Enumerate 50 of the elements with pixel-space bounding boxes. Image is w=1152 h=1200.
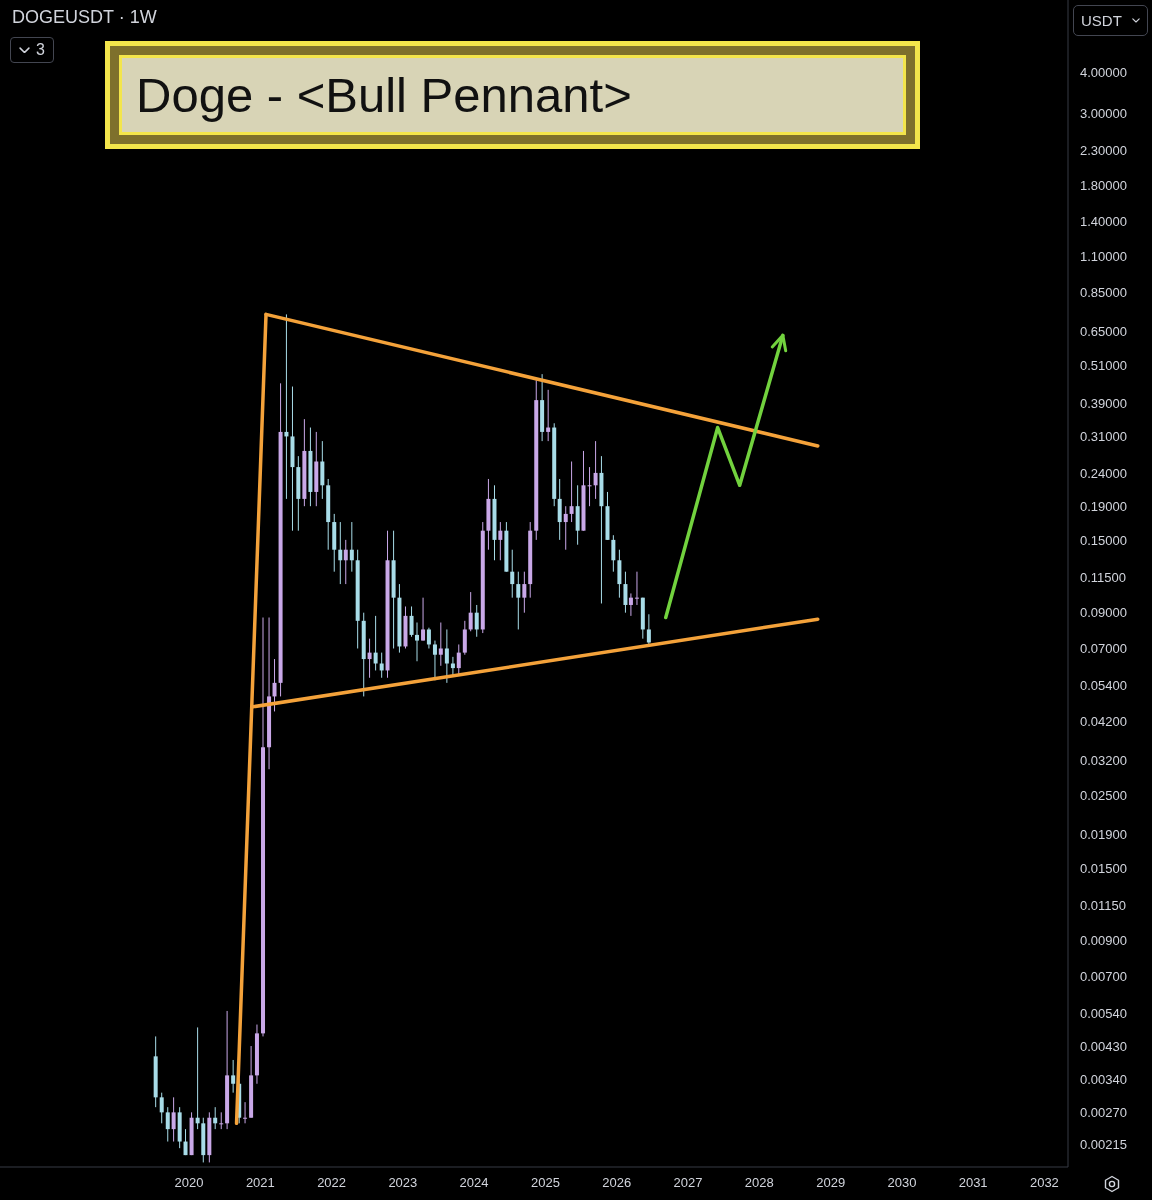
y-tick-label: 0.00430 [1080,1038,1127,1054]
y-tick-label: 1.40000 [1080,214,1127,230]
x-tick-label: 2026 [602,1175,632,1191]
title-frame: Doge - <Bull Pennant> [105,41,920,149]
x-tick-label: 2029 [816,1175,846,1191]
y-tick-label: 0.11500 [1080,570,1127,586]
y-tick-label: 0.04200 [1080,713,1127,729]
y-tick-label: 1.80000 [1080,178,1127,194]
y-tick-label: 0.65000 [1080,323,1127,339]
x-tick-label: 2030 [887,1175,917,1191]
y-tick-label: 0.00700 [1080,969,1127,985]
x-tick-label: 2032 [1029,1175,1059,1191]
y-tick-label: 0.31000 [1080,429,1127,445]
y-tick-label: 0.19000 [1080,498,1127,514]
currency-dropdown: USDT [1073,5,1148,36]
x-tick-label: 2023 [388,1175,418,1191]
y-tick-label: 0.00540 [1080,1006,1127,1022]
x-tick-label: 2031 [958,1175,988,1191]
y-tick-label: 0.15000 [1080,532,1127,548]
x-tick-label: 2028 [744,1175,774,1191]
y-tick-label: 0.01500 [1080,860,1127,876]
y-tick-label: 0.01150 [1080,898,1127,914]
y-tick-label: 0.39000 [1080,396,1127,412]
x-tick-label: 2020 [174,1175,204,1191]
toggle-button: 3 [10,37,54,63]
y-tick-label: 0.01900 [1080,826,1127,842]
chart-subtitle: DOGEUSDT · 1W [12,7,157,28]
y-tick-label: 0.07000 [1080,641,1127,657]
y-tick-label: 0.02500 [1080,787,1127,803]
annotation: 3 [36,41,45,59]
y-tick-label: 0.03200 [1080,752,1127,768]
x-tick-label: 2022 [317,1175,347,1191]
y-axis-title: USDT [1081,12,1122,29]
y-tick-label: 0.85000 [1080,285,1127,301]
x-tick-label: 2024 [459,1175,489,1191]
x-tick-label: 2025 [531,1175,560,1191]
x-tick-label: 2021 [245,1175,275,1191]
y-tick-label: 0.51000 [1080,358,1127,374]
y-tick-label: 0.00270 [1080,1104,1127,1120]
y-tick-label: 3.00000 [1080,105,1127,121]
x-tick-label: 2027 [673,1175,703,1191]
y-tick-label: 0.05400 [1080,678,1127,694]
y-tick-label: 4.00000 [1080,64,1127,80]
y-tick-label: 0.00215 [1080,1137,1127,1153]
y-tick-label: 0.24000 [1080,465,1127,481]
y-tick-label: 0.09000 [1080,605,1127,621]
y-tick-label: 0.00340 [1080,1072,1127,1088]
y-tick-label: 0.00900 [1080,933,1127,949]
y-tick-label: 1.10000 [1080,248,1127,264]
y-tick-label: 2.30000 [1080,143,1127,159]
